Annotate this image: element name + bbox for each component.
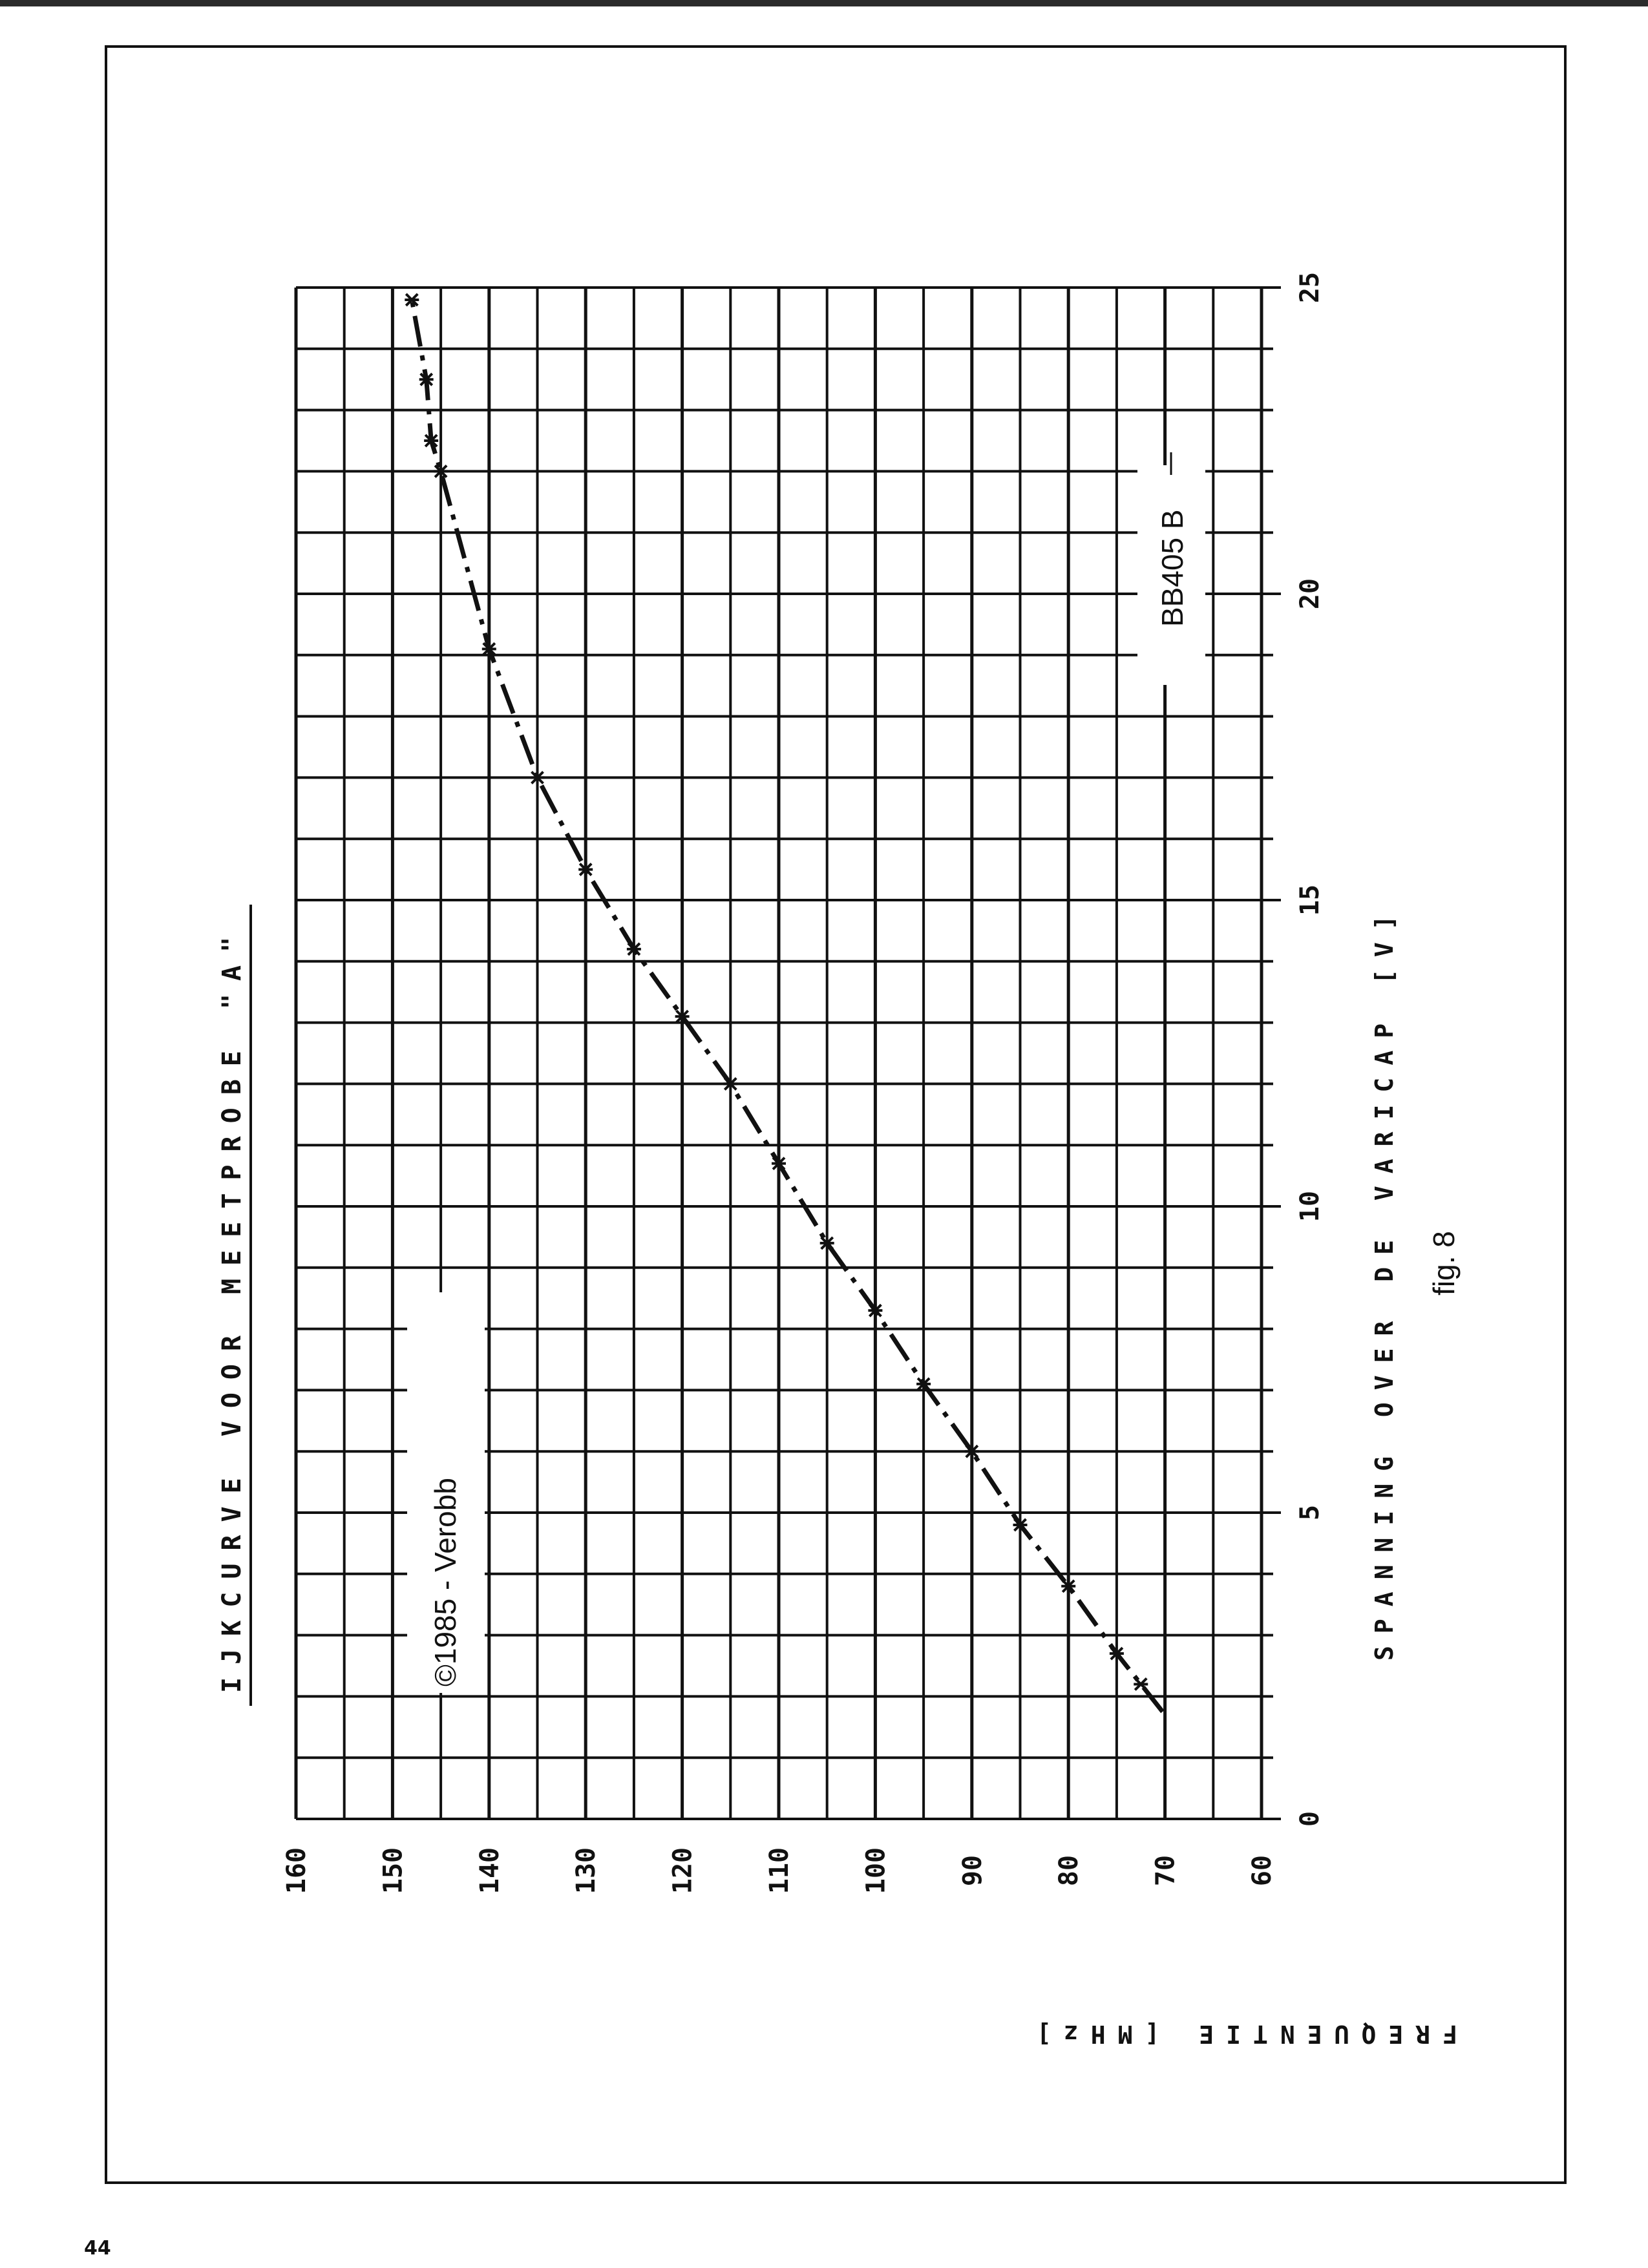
data-point [1134,1677,1148,1691]
y-tick-label: 130 [571,1847,601,1894]
figure-caption: fig. 8 [1427,1231,1461,1296]
label-box-copyright [407,1292,485,1693]
y-tick-label: 140 [475,1847,505,1894]
data-point [405,293,419,307]
data-point [1109,1646,1124,1661]
y-axis-title: FREQUENTIE [MHz] [1024,2020,1457,2048]
x-axis-title: SPANNING OVER DE VARICAP [V] [1370,903,1399,1661]
y-tick-label: 60 [1247,1855,1277,1886]
y-tick-label: 150 [378,1847,408,1894]
label-box-bb405b [1137,465,1205,685]
y-tick-label: 120 [668,1847,698,1894]
x-tick-label: 10 [1295,1191,1325,1222]
data-point [723,1076,738,1091]
x-tick-label: 0 [1295,1811,1325,1827]
data-point [530,770,545,784]
x-axis-ticks [1260,286,1281,1820]
x-tick-label: 5 [1295,1505,1325,1520]
series-label-bb405b: BB405 B [1156,509,1189,627]
y-tick-label: 80 [1054,1855,1084,1886]
copyright-notice: ©1985 - Verobb [428,1478,462,1686]
data-point [675,1009,690,1024]
x-tick-label: 15 [1295,885,1325,916]
y-tick-labels: 160 150 140 130 120 110 100 90 80 70 60 [282,1847,1277,1894]
y-tick-label: 160 [282,1847,312,1894]
series-bb405b [405,293,1165,1714]
data-point [916,1377,931,1391]
y-tick-label: 70 [1151,1855,1181,1886]
data-point [964,1444,979,1458]
data-point [772,1157,786,1171]
data-point [626,942,641,956]
data-point [1013,1518,1028,1532]
data-point [578,863,593,877]
data-point [868,1303,883,1318]
data-point [819,1236,834,1250]
y-tick-label: 100 [861,1847,891,1894]
data-point [419,372,434,386]
data-point [424,434,439,448]
page-number: 44 [84,2237,111,2260]
data-point [481,642,496,656]
page-frame [105,45,1567,2184]
x-tick-label: 25 [1295,272,1325,303]
series-line [409,299,1165,1714]
chart-title: IJKCURVE VOOR MEETPROBE "A" [217,924,247,1693]
scan-top-edge [0,0,1648,6]
y-tick-label: 110 [765,1847,794,1894]
data-point [434,464,449,478]
x-tick-label: 20 [1295,578,1325,609]
x-tick-labels: 0 5 10 15 20 25 [1295,272,1325,1827]
data-point [1061,1579,1076,1593]
y-tick-label: 90 [958,1855,988,1886]
